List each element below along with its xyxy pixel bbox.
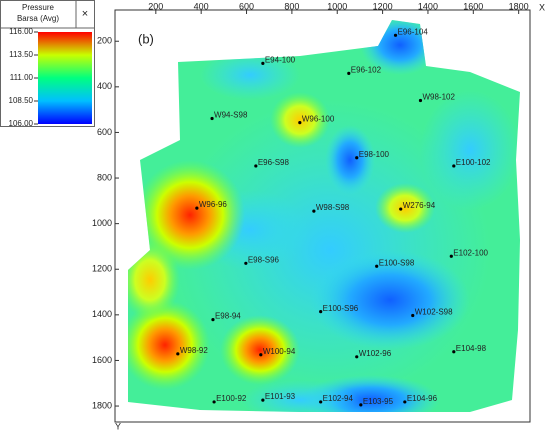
well — [298, 121, 302, 125]
close-button[interactable]: × — [82, 8, 88, 20]
well — [211, 318, 215, 322]
colorbar-title: Barsa (Avg) — [17, 14, 59, 23]
well — [259, 353, 263, 357]
well-label: W98-S98 — [316, 203, 350, 212]
x-tick-label: 1200 — [373, 1, 393, 11]
well-label: W96-100 — [302, 115, 335, 124]
well-label: W102-96 — [359, 349, 392, 358]
well-label: E96-102 — [351, 65, 382, 74]
colorbar-panel: Pressure Barsa (Avg) × — [0, 0, 95, 127]
y-tick-label: 1400 — [92, 309, 112, 319]
y-tick-label: 1200 — [92, 264, 112, 274]
y-tick-label: 1000 — [92, 218, 112, 228]
well — [254, 164, 258, 168]
well — [452, 164, 456, 168]
colorbar-tick-label: 106.00 — [9, 119, 34, 128]
well — [176, 352, 180, 356]
well-label: W94-S98 — [214, 111, 248, 120]
well-label: E104-98 — [456, 344, 487, 353]
panel-label: (b) — [138, 31, 154, 46]
x-tick-label: 1800 — [509, 1, 529, 11]
well-label: E98-S96 — [248, 255, 280, 264]
well — [355, 355, 359, 359]
well-label: E94-100 — [265, 55, 296, 64]
colorbar-tick-label: 111.00 — [10, 73, 34, 82]
well — [319, 310, 323, 314]
well — [212, 400, 216, 404]
x-tick-label: 400 — [194, 1, 209, 11]
well-label: W102-S98 — [415, 308, 453, 317]
y-tick-label: 600 — [97, 127, 112, 137]
x-tick-label: 1000 — [327, 1, 347, 11]
well-label: E100-92 — [216, 394, 247, 403]
well-label: W96-96 — [199, 200, 228, 209]
well-label: E102-94 — [323, 394, 354, 403]
well — [261, 61, 265, 65]
pressure-field — [128, 20, 520, 412]
well — [418, 98, 423, 103]
well — [359, 403, 363, 407]
well — [411, 313, 415, 318]
colorbar-title: Pressure — [22, 3, 55, 12]
well — [312, 209, 316, 213]
y-tick-label: 1800 — [92, 400, 112, 410]
x-tick-label: 600 — [239, 1, 254, 11]
well — [244, 261, 248, 265]
well-label: E100-S96 — [323, 304, 359, 313]
y-tick-label: 1600 — [92, 355, 112, 365]
well — [449, 254, 453, 258]
well-label: E100-S98 — [379, 258, 415, 267]
y-tick-label: 800 — [97, 172, 112, 182]
well-label: E96-104 — [398, 27, 429, 36]
x-tick-label: 1400 — [418, 1, 438, 11]
well-label: E100-102 — [456, 158, 491, 167]
well-label: E103-95 — [363, 397, 394, 406]
well-label: E96-S98 — [258, 158, 290, 167]
well-label: W100-94 — [263, 347, 296, 356]
well-label: W276-94 — [403, 201, 436, 210]
well-label: E98-94 — [215, 312, 241, 321]
colorbar-tick-label: 108.50 — [9, 96, 34, 105]
well — [393, 33, 398, 37]
well-label: E98-100 — [359, 150, 390, 159]
well-label: E102-100 — [453, 248, 488, 257]
x-tick-label: 200 — [148, 1, 163, 11]
well — [261, 398, 265, 402]
y-axis-label: Y — [115, 421, 121, 431]
well-label: W98-92 — [180, 346, 209, 355]
well-label: E104-96 — [407, 394, 438, 403]
well-label: W98-102 — [422, 93, 455, 102]
x-tick-label: 1600 — [463, 1, 483, 11]
well — [210, 116, 214, 121]
well — [355, 156, 359, 160]
well — [452, 350, 456, 354]
well — [375, 264, 379, 268]
well — [347, 71, 351, 75]
y-tick-label: 400 — [97, 81, 112, 91]
well — [319, 400, 323, 404]
colorbar-tick-label: 113.50 — [9, 50, 33, 59]
well — [403, 400, 407, 404]
x-tick-label: 800 — [284, 1, 299, 11]
colorbar — [38, 32, 92, 124]
x-axis-label: X — [539, 2, 545, 12]
well — [399, 207, 403, 211]
well-label: E101-93 — [265, 392, 296, 401]
y-tick-label: 200 — [97, 36, 112, 46]
colorbar-tick-label: 116.00 — [9, 27, 33, 36]
well — [195, 206, 199, 210]
